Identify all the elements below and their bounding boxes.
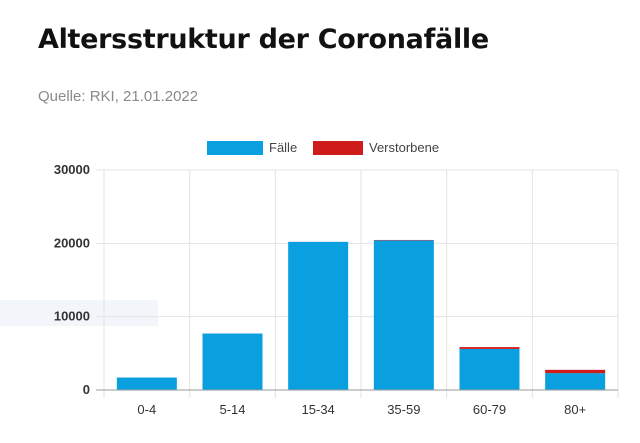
y-tick-label-1: 10000 (54, 309, 90, 324)
x-tick-label-4: 60-79 (473, 402, 506, 417)
chart-title: Altersstruktur der Coronafälle (38, 24, 489, 55)
legend-label-faelle: Fälle (269, 140, 297, 155)
chart-bars (116, 239, 606, 390)
chart-legend: Fälle Verstorbene (207, 140, 439, 155)
legend-swatch-verstorbene (313, 141, 363, 155)
faded-overlay-box (0, 300, 158, 326)
chart-grid (96, 169, 619, 398)
y-tick-label-2: 20000 (54, 235, 90, 250)
legend-label-verstorbene: Verstorbene (369, 140, 439, 155)
x-axis: 0-4 5-14 15-34 35-59 60-79 80+ (96, 389, 618, 417)
y-axis: 0 10000 20000 30000 (54, 162, 90, 397)
chart-source: Quelle: RKI, 21.01.2022 (38, 88, 199, 105)
x-tick-label-5: 80+ (564, 402, 586, 417)
x-tick-label-2: 15-34 (302, 402, 335, 417)
bar-faelle-80+ (545, 373, 606, 390)
x-tick-label-3: 35-59 (387, 402, 420, 417)
bar-faelle-15-34 (288, 241, 349, 390)
x-tick-label-0: 0-4 (137, 402, 156, 417)
bar-faelle-35-59 (373, 240, 434, 390)
y-tick-label-3: 30000 (54, 162, 90, 177)
bar-faelle-60-79 (459, 348, 520, 390)
bar-verstorbene-80+ (545, 369, 606, 374)
y-tick-label-0: 0 (83, 382, 90, 397)
legend-swatch-faelle (207, 141, 263, 155)
bar-faelle-0-4 (116, 377, 177, 390)
x-tick-label-1: 5-14 (219, 402, 245, 417)
bar-verstorbene-60-79 (459, 347, 520, 349)
bar-faelle-5-14 (202, 333, 263, 390)
